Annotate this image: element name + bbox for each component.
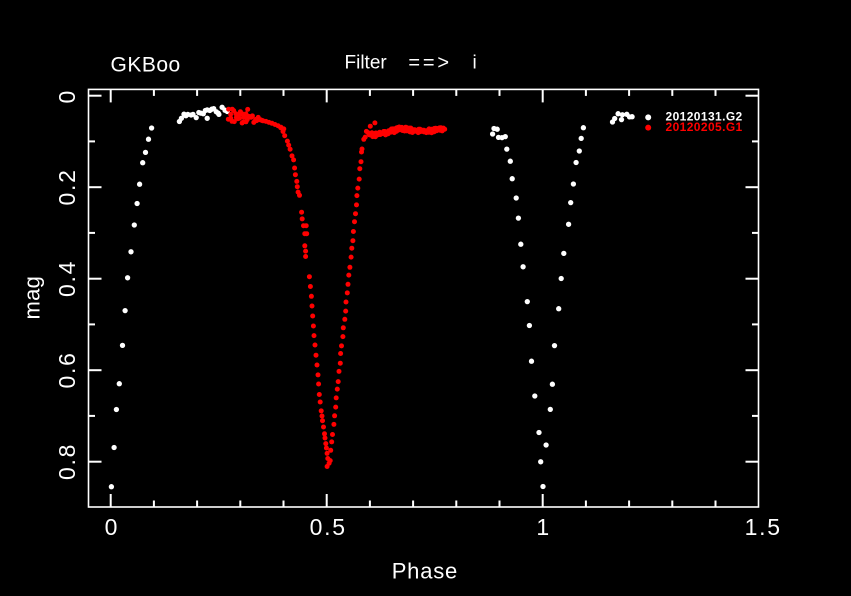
svg-text:0.6: 0.6 [54,351,80,388]
svg-text:20120131.G2: 20120131.G2 [666,110,743,124]
svg-text:20120205.G1: 20120205.G1 [666,120,743,134]
svg-text:mag: mag [20,276,45,320]
svg-text:0.2: 0.2 [54,168,80,205]
svg-text:0: 0 [54,89,80,104]
svg-text:GKBoo: GKBoo [111,53,181,76]
svg-text:Filter: Filter [345,53,388,74]
svg-text:0: 0 [105,514,120,540]
svg-text:Phase: Phase [392,558,458,583]
svg-text:0.8: 0.8 [54,443,80,480]
svg-text:1: 1 [536,514,551,540]
svg-text:0.5: 0.5 [310,514,347,540]
svg-text:==>: ==> [408,52,451,74]
svg-text:i: i [473,53,477,74]
svg-text:1.5: 1.5 [745,514,782,540]
svg-text:0.4: 0.4 [54,260,80,297]
